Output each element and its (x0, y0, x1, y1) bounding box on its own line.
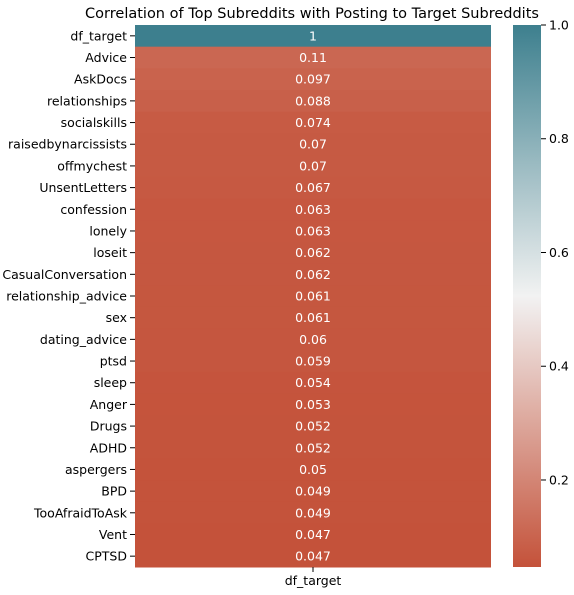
heatmap-cell (135, 285, 491, 308)
colorbar-tick-label: 0.4 (549, 359, 569, 374)
row-label: UnsentLetters (39, 180, 127, 195)
row-label: Advice (85, 50, 127, 65)
cell-value-label: 0.06 (299, 332, 327, 347)
row-label: CasualConversation (2, 267, 127, 282)
row-label: relationship_advice (6, 289, 127, 304)
colorbar-tick-label: 1.0 (549, 18, 569, 33)
cell-value-label: 0.07 (299, 158, 327, 173)
row-label: CPTSD (86, 549, 127, 564)
heatmap-cell (135, 198, 491, 221)
cell-value-label: 0.054 (295, 375, 331, 390)
cell-value-label: 0.07 (299, 137, 327, 152)
cell-value-label: 0.097 (295, 72, 331, 87)
heatmap-cell (135, 176, 491, 199)
heatmap-cell (135, 263, 491, 286)
chart-title: Correlation of Top Subreddits with Posti… (85, 6, 539, 22)
row-label: Drugs (90, 419, 127, 434)
row-labels: df_target Advice AskDocs relationships socia… (2, 28, 135, 564)
row-label: AskDocs (74, 72, 127, 87)
heatmap-cell (135, 436, 491, 460)
heatmap-cell (135, 328, 491, 351)
heatmap-cell (135, 393, 491, 416)
x-axis: df_target (285, 567, 342, 588)
row-label: Anger (90, 397, 128, 412)
heatmap-cell (135, 25, 491, 48)
heatmap-cell (135, 523, 491, 546)
heatmap-cell (135, 501, 491, 525)
row-label: relationships (47, 93, 127, 108)
row-label: raisedbynarcissists (8, 137, 127, 152)
row-label: sex (106, 310, 127, 325)
heatmap-cell (135, 480, 491, 503)
row-label: loseit (93, 245, 127, 260)
cell-value-label: 0.052 (295, 419, 331, 434)
cell-value-label: 0.063 (295, 202, 331, 217)
row-label: dating_advice (40, 332, 127, 347)
cell-value-label: 0.053 (295, 397, 331, 412)
row-label: confession (60, 202, 127, 217)
row-label: ADHD (90, 440, 127, 455)
cell-value-label: 0.088 (295, 93, 331, 108)
colorbar-gradient (513, 25, 541, 567)
cell-value-label: 0.049 (295, 484, 331, 499)
colorbar-tick-label: 0.6 (549, 245, 569, 260)
cell-value-label: 0.05 (299, 462, 327, 477)
colorbar: 1.0 0.8 0.6 0.4 0.2 (513, 18, 569, 567)
cell-value-label: 0.067 (295, 180, 331, 195)
cell-value-label: 0.061 (295, 310, 331, 325)
row-label: Vent (99, 527, 127, 542)
cell-value-label: 0.047 (295, 549, 331, 564)
row-label: sleep (94, 375, 127, 390)
colorbar-tick-label: 0.2 (549, 472, 569, 487)
row-label: socialskills (61, 115, 127, 130)
cell-value-label: 0.062 (295, 267, 331, 282)
cell-value-label: 0.061 (295, 289, 331, 304)
cell-value-label: 0.059 (295, 354, 331, 369)
cell-value-label: 0.074 (295, 115, 331, 130)
heatmap-cells: 1 0.11 0.097 0.088 0.074 0.07 0.07 0.067 0.063 0.… (135, 25, 491, 568)
heatmap-cell (135, 306, 491, 330)
row-label: offmychest (57, 158, 127, 173)
heatmap-cell (135, 68, 491, 91)
heatmap-cell (135, 241, 491, 264)
heatmap-cell (135, 111, 491, 134)
cell-value-label: 0.11 (299, 50, 327, 65)
heatmap-cell (135, 133, 491, 156)
row-label: aspergers (65, 462, 127, 477)
row-label: TooAfraidToAsk (33, 505, 128, 520)
heatmap-cell (135, 545, 491, 568)
cell-value-label: 0.047 (295, 527, 331, 542)
cell-value-label: 0.052 (295, 440, 331, 455)
heatmap-cell (135, 371, 491, 395)
cell-value-label: 1 (309, 28, 317, 43)
row-label: df_target (70, 28, 127, 43)
heatmap-cell (135, 350, 491, 373)
row-label: BPD (101, 484, 127, 499)
cell-value-label: 0.062 (295, 245, 331, 260)
heatmap-cell (135, 458, 491, 481)
heatmap-cell (135, 90, 491, 113)
cell-value-label: 0.063 (295, 223, 331, 238)
row-label: lonely (89, 223, 127, 238)
cell-value-label: 0.049 (295, 505, 331, 520)
heatmap-cell (135, 220, 491, 243)
x-tick-label: df_target (285, 573, 342, 588)
row-label: ptsd (100, 354, 127, 369)
heatmap-cell (135, 46, 491, 69)
colorbar-tick-label: 0.8 (549, 131, 569, 146)
heatmap-cell (135, 415, 491, 438)
heatmap-cell (135, 155, 491, 178)
